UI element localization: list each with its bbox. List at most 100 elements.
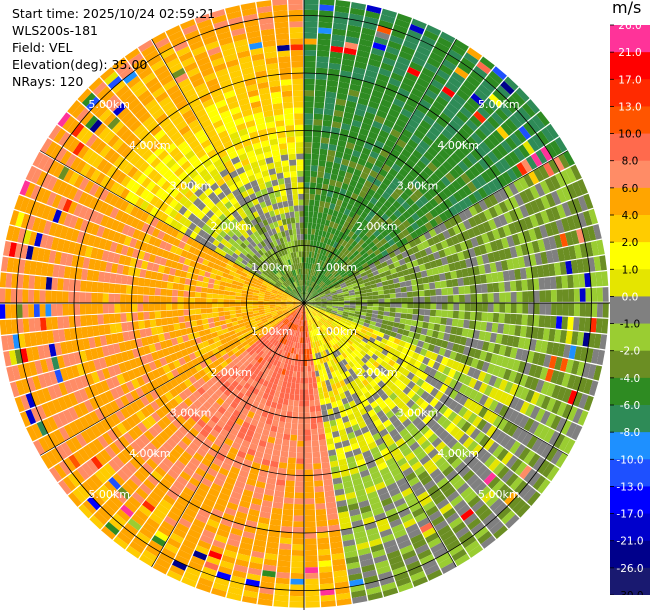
velocity-cell bbox=[275, 318, 281, 324]
velocity-cell bbox=[291, 550, 304, 556]
velocity-cell bbox=[288, 370, 294, 377]
velocity-cell bbox=[296, 446, 304, 453]
velocity-cell bbox=[300, 314, 303, 320]
velocity-cell bbox=[306, 354, 310, 361]
velocity-cell bbox=[319, 571, 333, 579]
velocity-cell bbox=[135, 338, 143, 348]
velocity-cell bbox=[317, 352, 322, 359]
velocity-cell bbox=[212, 336, 220, 343]
velocity-cell bbox=[475, 284, 482, 294]
velocity-cell bbox=[339, 164, 348, 172]
velocity-cell bbox=[376, 486, 389, 496]
velocity-cell bbox=[244, 416, 253, 424]
velocity-cell bbox=[365, 285, 372, 290]
velocity-cell bbox=[351, 225, 358, 233]
velocity-cell bbox=[332, 254, 338, 261]
velocity-cell bbox=[470, 477, 483, 491]
velocity-cell bbox=[466, 75, 481, 88]
velocity-cell bbox=[332, 297, 339, 300]
velocity-cell bbox=[363, 16, 379, 25]
velocity-cell bbox=[295, 481, 304, 487]
velocity-cell bbox=[164, 391, 174, 401]
velocity-cell bbox=[474, 145, 487, 158]
velocity-cell bbox=[339, 319, 346, 324]
velocity-cell bbox=[497, 506, 512, 521]
velocity-cell bbox=[401, 297, 408, 303]
velocity-cell bbox=[276, 403, 283, 410]
velocity-cell bbox=[278, 549, 292, 556]
velocity-cell bbox=[319, 326, 325, 332]
velocity-cell bbox=[553, 262, 562, 276]
velocity-cell bbox=[345, 141, 355, 150]
velocity-cell bbox=[429, 105, 442, 117]
velocity-cell bbox=[324, 426, 332, 434]
velocity-cell bbox=[531, 266, 539, 278]
velocity-cell bbox=[311, 434, 319, 441]
velocity-cell bbox=[438, 164, 449, 176]
velocity-cell bbox=[278, 554, 291, 562]
velocity-cell bbox=[310, 165, 318, 172]
velocity-cell bbox=[417, 354, 425, 363]
velocity-cell bbox=[274, 594, 289, 602]
velocity-cell bbox=[211, 331, 219, 338]
velocity-cell bbox=[82, 257, 91, 269]
velocity-cell bbox=[179, 401, 189, 411]
velocity-cell bbox=[292, 301, 299, 303]
velocity-cell bbox=[342, 256, 349, 263]
velocity-cell bbox=[366, 527, 379, 536]
velocity-cell bbox=[330, 425, 339, 433]
velocity-cell bbox=[236, 285, 243, 290]
velocity-cell bbox=[28, 304, 35, 318]
velocity-cell bbox=[280, 331, 286, 337]
velocity-cell bbox=[359, 91, 371, 101]
velocity-cell bbox=[320, 254, 325, 261]
velocity-cell bbox=[5, 304, 12, 319]
velocity-cell bbox=[406, 261, 414, 269]
velocity-cell bbox=[486, 230, 496, 242]
velocity-cell bbox=[339, 219, 346, 226]
velocity-cell bbox=[286, 328, 291, 334]
velocity-cell bbox=[282, 325, 288, 331]
velocity-cell bbox=[269, 524, 281, 532]
velocity-cell bbox=[89, 515, 104, 530]
velocity-cell bbox=[150, 379, 160, 390]
velocity-cell bbox=[312, 451, 321, 458]
velocity-cell bbox=[150, 271, 158, 280]
velocity-cell bbox=[593, 256, 602, 272]
velocity-cell bbox=[479, 350, 488, 361]
velocity-cell bbox=[513, 179, 524, 193]
velocity-cell bbox=[470, 338, 479, 349]
velocity-cell bbox=[275, 300, 282, 302]
velocity-cell bbox=[370, 183, 379, 192]
velocity-cell bbox=[316, 182, 323, 190]
velocity-cell bbox=[294, 359, 298, 366]
velocity-cell bbox=[132, 276, 140, 286]
velocity-cell bbox=[305, 555, 318, 562]
velocity-cell bbox=[346, 331, 353, 337]
velocity-cell bbox=[265, 483, 276, 491]
velocity-cell bbox=[331, 401, 338, 409]
velocity-cell bbox=[304, 61, 316, 68]
velocity-cell bbox=[422, 255, 430, 264]
velocity-cell bbox=[206, 379, 215, 388]
velocity-cell bbox=[331, 34, 346, 42]
velocity-cell bbox=[325, 379, 331, 387]
velocity-cell bbox=[317, 327, 322, 334]
velocity-cell bbox=[309, 263, 313, 270]
velocity-cell bbox=[202, 340, 210, 348]
velocity-cell bbox=[398, 382, 407, 392]
velocity-cell bbox=[11, 365, 21, 381]
velocity-cell bbox=[113, 490, 127, 504]
velocity-cell bbox=[291, 561, 304, 568]
velocity-cell bbox=[369, 364, 377, 372]
velocity-cell bbox=[420, 381, 430, 391]
velocity-cell bbox=[567, 200, 578, 215]
velocity-cell bbox=[388, 182, 398, 191]
velocity-cell bbox=[476, 174, 487, 187]
velocity-cell bbox=[508, 222, 517, 235]
velocity-cell bbox=[316, 526, 328, 533]
velocity-cell bbox=[326, 304, 333, 306]
velocity-cell bbox=[402, 386, 412, 395]
velocity-cell bbox=[304, 297, 305, 303]
velocity-cell bbox=[300, 331, 303, 338]
